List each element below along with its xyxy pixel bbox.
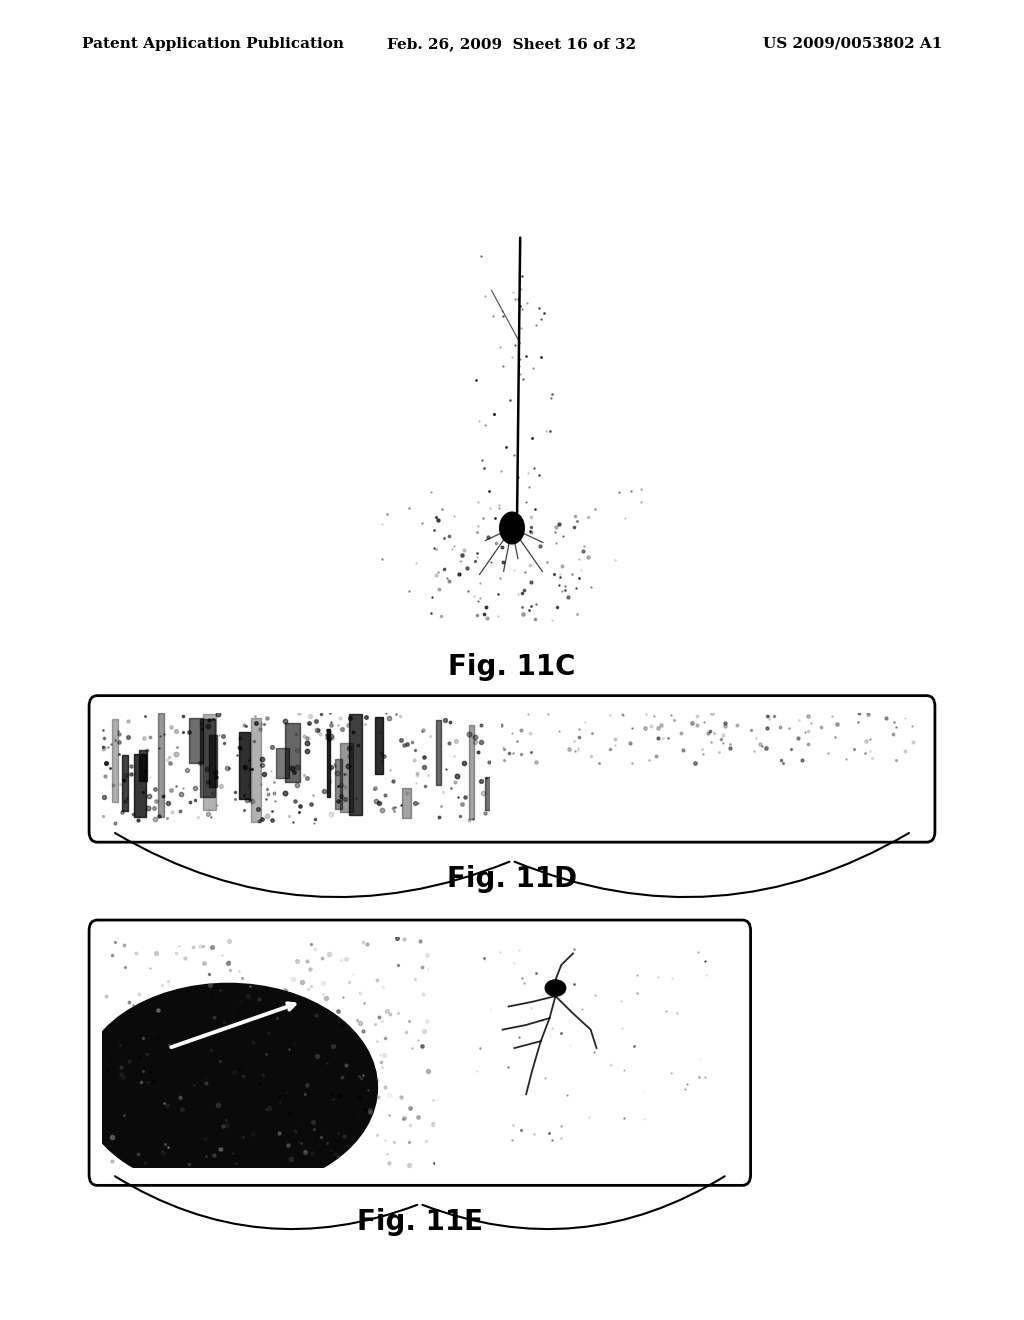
Bar — [251, 718, 261, 822]
Bar — [375, 717, 383, 774]
Bar — [139, 750, 147, 780]
Bar — [340, 743, 352, 812]
Bar — [159, 713, 164, 817]
Bar — [239, 731, 250, 799]
Bar — [275, 748, 289, 777]
Bar — [203, 714, 216, 810]
Bar — [469, 725, 474, 818]
Text: Fig. 11D: Fig. 11D — [446, 865, 578, 892]
Text: Fig. 11C: Fig. 11C — [449, 653, 575, 681]
Text: Fig. 11E: Fig. 11E — [356, 1208, 483, 1236]
Bar — [200, 719, 215, 797]
Circle shape — [500, 512, 524, 544]
Polygon shape — [501, 713, 922, 763]
Bar — [335, 759, 342, 809]
Bar — [436, 719, 441, 785]
Bar — [401, 788, 411, 818]
Bar — [209, 735, 217, 787]
Circle shape — [79, 983, 378, 1191]
Bar — [349, 714, 362, 814]
Bar — [327, 729, 331, 797]
Bar — [188, 718, 203, 763]
Text: Feb. 26, 2009  Sheet 16 of 32: Feb. 26, 2009 Sheet 16 of 32 — [387, 37, 637, 51]
Text: Patent Application Publication: Patent Application Publication — [82, 37, 344, 51]
Bar — [285, 722, 300, 781]
Bar — [134, 755, 146, 817]
Bar — [112, 719, 118, 803]
Bar — [122, 755, 128, 812]
Bar — [484, 777, 498, 809]
Text: US 2009/0053802 A1: US 2009/0053802 A1 — [763, 37, 942, 51]
Circle shape — [545, 979, 565, 997]
